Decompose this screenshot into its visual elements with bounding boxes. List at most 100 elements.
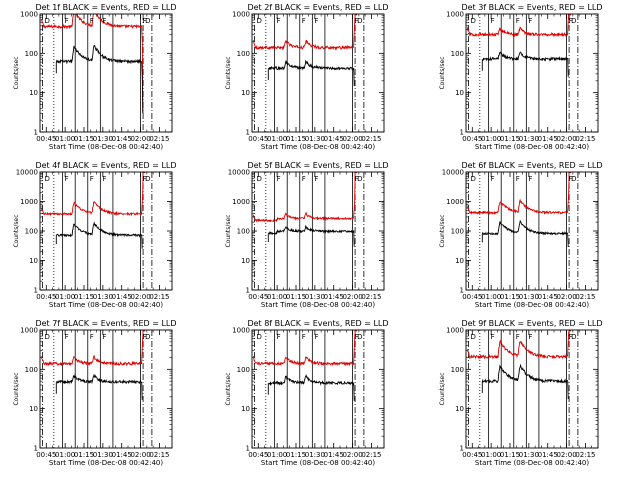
- x-tick-label: 02:15: [361, 135, 381, 143]
- y-tick-label: 1: [34, 287, 38, 295]
- chart-panel-2: Det 2f BLACK = Events, RED = LLD Counts/s…: [225, 3, 389, 151]
- x-tick-label: 01:45: [112, 451, 132, 459]
- marker-letter: F: [277, 17, 281, 25]
- series-line-black-events: [55, 221, 143, 249]
- chart-panel-6: Det 6f BLACK = Events, RED = LLD Counts/s…: [439, 161, 603, 309]
- chart-title: Det 6f BLACK = Events, RED = LLD: [461, 161, 602, 170]
- plot-frame: [465, 171, 599, 291]
- x-axis-label: Start Time (08-Dec-08 00:42:40): [261, 459, 375, 467]
- marker-letter: F: [302, 333, 306, 341]
- chart-title: Det 5f BLACK = Events, RED = LLD: [247, 161, 388, 170]
- x-axis-label: Start Time (08-Dec-08 00:42:40): [475, 301, 589, 309]
- x-tick-label: 00:45: [36, 135, 56, 143]
- x-tick-label: 01:45: [112, 293, 132, 301]
- x-tick-label: 01:00: [55, 135, 75, 143]
- marker-letter: D: [145, 175, 150, 183]
- x-tick-label: 00:45: [248, 451, 268, 459]
- x-tick-label: 01:15: [286, 451, 306, 459]
- x-tick-label: 01:45: [538, 135, 558, 143]
- x-tick-label: 01:30: [305, 451, 325, 459]
- marker-letter: F: [569, 17, 573, 25]
- marker-letter: F: [277, 333, 281, 341]
- series-line-black-events: [267, 374, 355, 401]
- y-tick-label: 10: [241, 405, 250, 413]
- marker-letter: D: [357, 175, 362, 183]
- plot-frame: [465, 13, 599, 133]
- y-tick-label: 10: [241, 89, 250, 97]
- chart-title: Det 3f BLACK = Events, RED = LLD: [461, 3, 602, 12]
- y-tick-label: 1: [246, 129, 250, 137]
- chart-title: Det 9f BLACK = Events, RED = LLD: [461, 319, 602, 328]
- chart-title: Det 7f BLACK = Events, RED = LLD: [35, 319, 176, 328]
- marker-letter: F: [528, 175, 532, 183]
- y-tick-label: 100: [237, 50, 250, 58]
- marker-letter: F: [277, 175, 281, 183]
- y-tick-label: 100: [237, 228, 250, 236]
- x-tick-label: 01:30: [93, 135, 113, 143]
- y-tick-label: 100: [451, 228, 464, 236]
- series-line-black-events: [267, 59, 355, 87]
- y-axis-label: Counts/sec: [439, 214, 446, 247]
- marker-letter: F: [516, 175, 520, 183]
- x-tick-label: 02:00: [342, 293, 362, 301]
- x-tick-label: 01:45: [324, 293, 344, 301]
- y-tick-label: 100: [451, 366, 464, 374]
- x-tick-label: 02:00: [342, 135, 362, 143]
- marker-letter: F: [314, 175, 318, 183]
- y-tick-label: 1: [246, 445, 250, 453]
- x-tick-label: 01:15: [74, 293, 94, 301]
- x-tick-label: 00:45: [462, 293, 482, 301]
- y-axis-label: Counts/sec: [13, 214, 20, 247]
- chart-title: Det 8f BLACK = Events, RED = LLD: [247, 319, 388, 328]
- y-tick-label: 10000: [16, 169, 38, 177]
- x-tick-label: 01:30: [519, 451, 539, 459]
- data-area: [466, 14, 571, 77]
- series-line-red-lld: [40, 172, 145, 217]
- marker-letter: D: [257, 17, 262, 25]
- series-line-black-events: [481, 51, 569, 77]
- marker-letter: F: [516, 17, 520, 25]
- chart-panel-9: Det 9f BLACK = Events, RED = LLD Counts/s…: [439, 319, 603, 467]
- y-tick-label: 1000: [232, 198, 250, 206]
- x-tick-label: 00:45: [248, 293, 268, 301]
- marker-letter: D: [45, 17, 50, 25]
- x-axis-label: Start Time (08-Dec-08 00:42:40): [49, 459, 163, 467]
- x-tick-label: 02:00: [130, 293, 150, 301]
- plot-frame: [251, 13, 385, 133]
- x-tick-label: 01:45: [538, 293, 558, 301]
- x-tick-label: 01:30: [93, 451, 113, 459]
- y-tick-label: 100: [25, 228, 38, 236]
- marker-letter: F: [314, 333, 318, 341]
- marker-letter: D: [471, 17, 476, 25]
- data-area: [466, 172, 571, 248]
- marker-letter: F: [302, 17, 306, 25]
- y-tick-label: 1: [34, 129, 38, 137]
- x-tick-label: 01:00: [267, 135, 287, 143]
- marker-letter: F: [491, 333, 495, 341]
- x-tick-label: 01:45: [538, 451, 558, 459]
- marker-letter: F: [102, 175, 106, 183]
- x-axis-label: Start Time (08-Dec-08 00:42:40): [49, 143, 163, 151]
- x-tick-label: 02:00: [130, 135, 150, 143]
- y-tick-label: 10: [29, 257, 38, 265]
- x-tick-label: 01:15: [500, 293, 520, 301]
- y-tick-label: 10: [29, 89, 38, 97]
- marker-letter: F: [569, 333, 573, 341]
- data-area: [252, 172, 357, 247]
- x-tick-label: 01:30: [93, 293, 113, 301]
- y-tick-label: 1000: [446, 198, 464, 206]
- series-line-red-lld: [466, 330, 571, 360]
- y-tick-label: 10000: [442, 169, 464, 177]
- series-line-red-lld: [466, 172, 571, 216]
- marker-letter: F: [65, 333, 69, 341]
- marker-letter: D: [45, 333, 50, 341]
- y-tick-label: 1: [460, 287, 464, 295]
- marker-letter: D: [45, 175, 50, 183]
- series-line-red-lld: [41, 14, 144, 114]
- chart-panel-7: Det 7f BLACK = Events, RED = LLD Counts/s…: [13, 319, 177, 467]
- series-line-black-events: [55, 44, 144, 114]
- y-axis-label: Counts/sec: [225, 372, 232, 405]
- x-tick-label: 02:15: [149, 135, 169, 143]
- x-tick-label: 02:15: [361, 293, 381, 301]
- chart-title: Det 2f BLACK = Events, RED = LLD: [247, 3, 388, 12]
